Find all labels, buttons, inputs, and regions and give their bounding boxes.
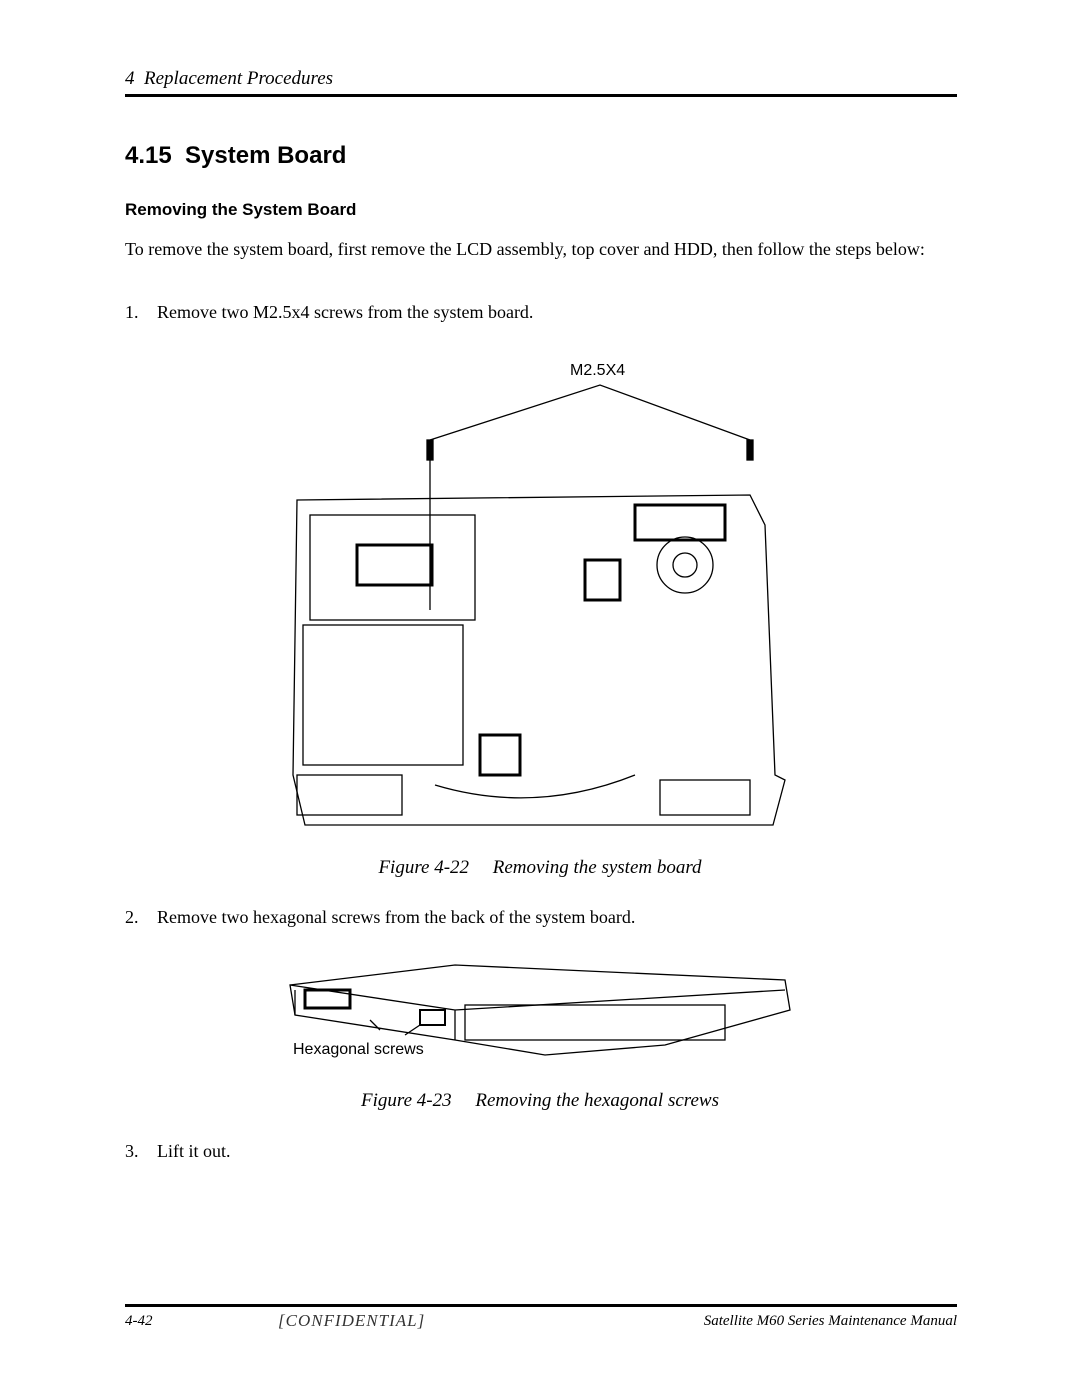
figure-caption: Figure 4-23 Removing the hexagonal screw… xyxy=(361,1090,719,1111)
step-number: 1. xyxy=(125,302,139,322)
step-text: Lift it out. xyxy=(157,1141,231,1161)
page-number: 4-42 xyxy=(125,1313,153,1329)
running-header: 4 Replacement Procedures xyxy=(125,68,334,89)
figure-caption: Figure 4-22 Removing the system board xyxy=(378,857,702,878)
figure-system-board: M2.5X4 xyxy=(292,362,786,826)
footer-rule xyxy=(125,1304,957,1307)
step-text: Remove two hexagonal screws from the bac… xyxy=(157,907,636,927)
section-title: 4.15 System Board xyxy=(125,142,347,169)
intro: To remove the system board, first remove… xyxy=(125,239,925,259)
step-number: 2. xyxy=(125,907,139,927)
figure-hexagonal-screws: Hexagonal screws xyxy=(289,964,791,1058)
manual-title: Satellite M60 Series Maintenance Manual xyxy=(703,1313,957,1329)
section-subtitle: Removing the System Board xyxy=(125,200,357,219)
step-number: 3. xyxy=(125,1141,139,1161)
figure-label: M2.5X4 xyxy=(570,362,625,379)
header-rule xyxy=(125,94,957,97)
figure-label: Hexagonal screws xyxy=(293,1041,424,1058)
step-text: Remove two M2.5x4 screws from the system… xyxy=(157,302,534,322)
confidential: [CONFIDENTIAL] xyxy=(278,1311,426,1330)
